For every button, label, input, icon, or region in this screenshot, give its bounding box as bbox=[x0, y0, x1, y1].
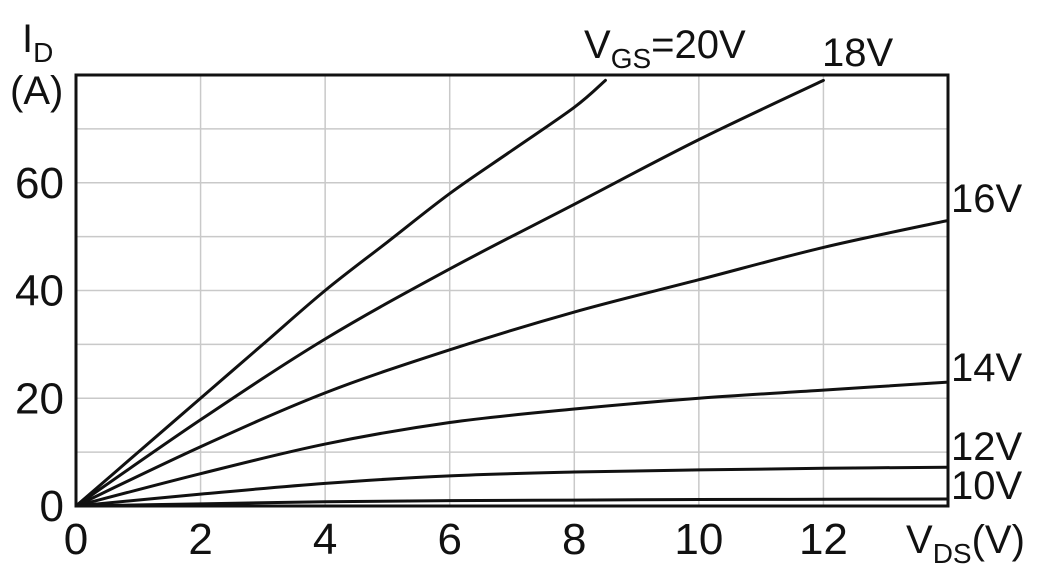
series-line-18v bbox=[76, 78, 825, 506]
series-label-20v: VGS=20V bbox=[584, 23, 746, 74]
x-axis-title-sub: DS bbox=[933, 538, 972, 569]
series-line-10v bbox=[76, 497, 948, 506]
x-tick-label: 4 bbox=[313, 515, 337, 564]
y-tick-label: 40 bbox=[15, 267, 64, 316]
x-axis-title-main: V bbox=[906, 518, 933, 562]
series-label-14v: 14V bbox=[951, 346, 1022, 390]
y-axis-title-sub: D bbox=[33, 37, 53, 68]
series-label-12v: 12V bbox=[951, 425, 1022, 469]
tick-labels: 0 2 4 6 8 10 12 0 20 40 60 bbox=[15, 159, 848, 564]
series-line-12v bbox=[76, 465, 948, 506]
series-label-20v-prefix: V bbox=[584, 23, 611, 67]
y-tick-label: 20 bbox=[15, 374, 64, 423]
series-label-16v: 16V bbox=[951, 177, 1022, 221]
x-tick-label: 12 bbox=[799, 515, 848, 564]
plot-frame bbox=[74, 73, 950, 508]
x-tick-label: 10 bbox=[674, 515, 723, 564]
x-tick-label: 6 bbox=[437, 515, 461, 564]
grid bbox=[75, 74, 949, 507]
series-label-20v-sub: GS bbox=[611, 43, 651, 74]
x-tick-label: 2 bbox=[188, 515, 212, 564]
y-tick-label: 60 bbox=[15, 159, 64, 208]
series-label-18v: 18V bbox=[822, 31, 893, 75]
series-label-20v-suffix: =20V bbox=[651, 23, 746, 67]
series-line-14v bbox=[76, 380, 948, 506]
y-axis-unit: (A) bbox=[10, 69, 63, 113]
y-axis-title-main: I bbox=[22, 17, 33, 61]
y-tick-label: 0 bbox=[40, 482, 64, 531]
curves bbox=[76, 78, 948, 506]
y-axis-title: ID bbox=[22, 17, 53, 68]
x-axis-title-unit: (V) bbox=[972, 518, 1025, 562]
series-line-20v bbox=[76, 78, 607, 506]
x-tick-label: 0 bbox=[64, 515, 88, 564]
x-tick-label: 8 bbox=[562, 515, 586, 564]
series-label-10v: 10V bbox=[951, 464, 1022, 508]
series-labels: VGS=20V 18V 16V 14V 12V 10V bbox=[584, 23, 1022, 508]
series-line-16v bbox=[76, 218, 948, 506]
x-axis-title: VDS(V) bbox=[906, 518, 1025, 569]
